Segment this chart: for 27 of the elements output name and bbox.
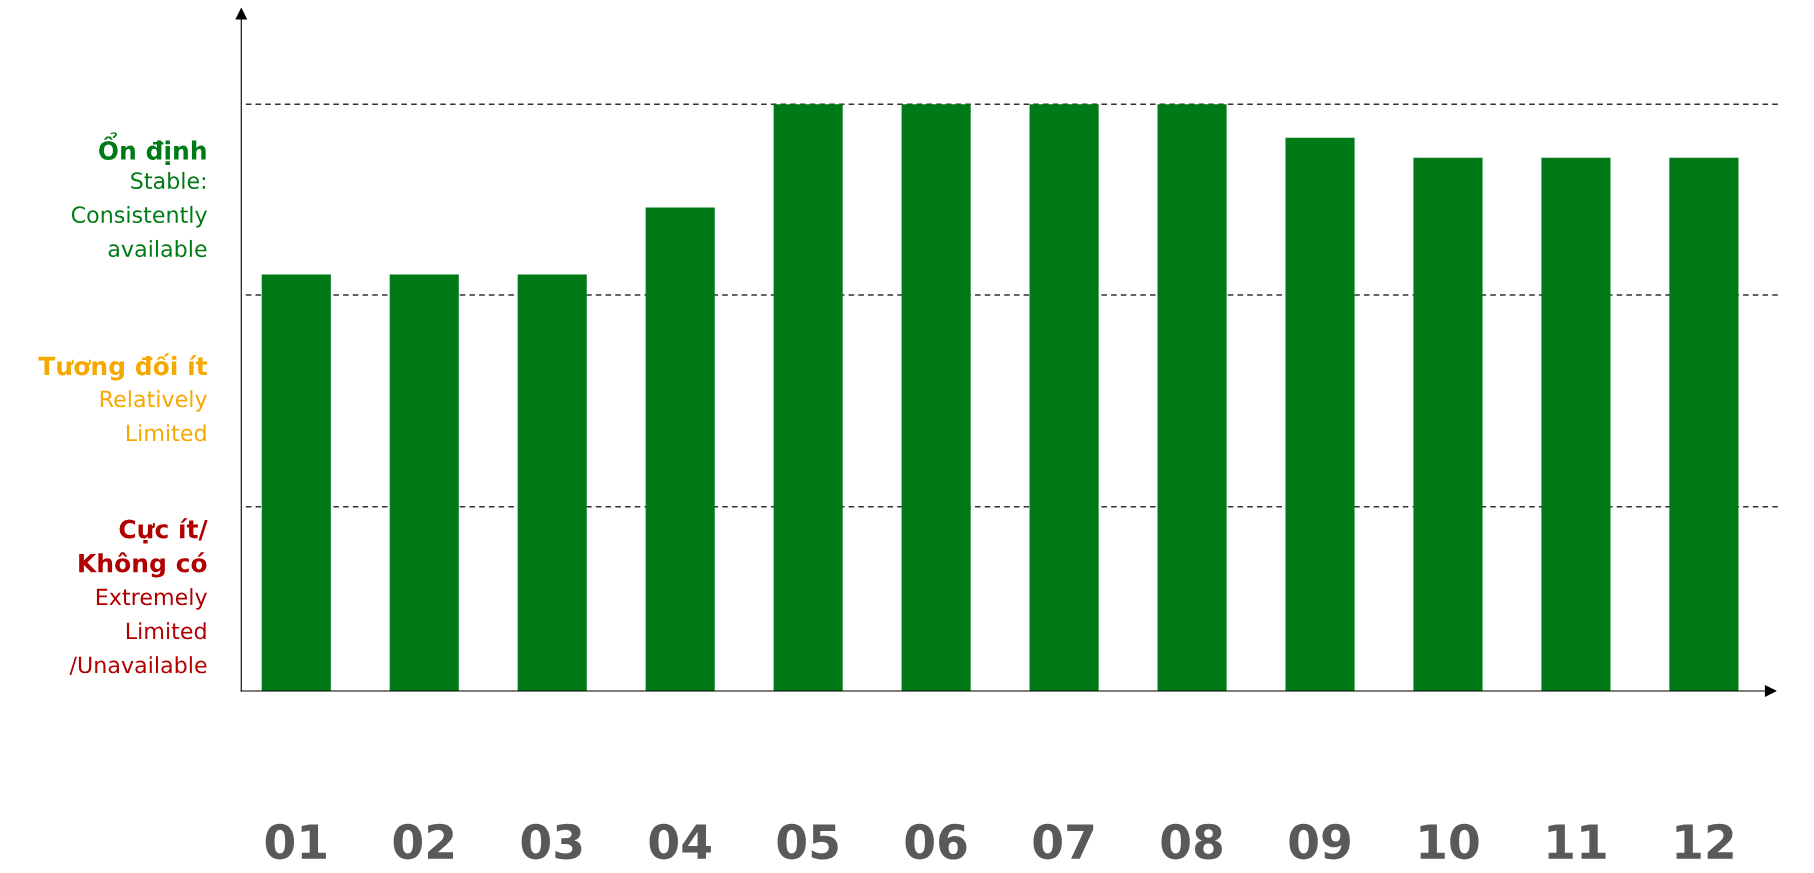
bar bbox=[1413, 157, 1483, 691]
x-tick-label: 12 bbox=[1676, 823, 1733, 859]
x-tick-label: 07 bbox=[1033, 823, 1094, 860]
x-tick-label: 02 bbox=[393, 823, 454, 860]
text: Tương đối ít Relatively Limited bbox=[38, 353, 208, 442]
bar bbox=[1285, 137, 1355, 691]
bar bbox=[773, 104, 843, 691]
bar bbox=[517, 274, 587, 691]
x-tick-label: 09 bbox=[1289, 823, 1350, 860]
bar bbox=[389, 274, 459, 691]
x-tick-label: 01 bbox=[265, 823, 326, 860]
x-tick-label: 04 bbox=[649, 823, 711, 860]
x-tick-label: 08 bbox=[1161, 823, 1222, 860]
x-tick-label: 10 bbox=[1420, 823, 1479, 860]
x-tick-label: 06 bbox=[905, 823, 967, 860]
x-tick-label: 03 bbox=[521, 823, 582, 860]
bar bbox=[1669, 157, 1739, 691]
bar bbox=[1541, 157, 1611, 691]
x-tick-label: 11 bbox=[1548, 824, 1606, 859]
bar bbox=[645, 207, 715, 691]
bar bbox=[1029, 104, 1099, 691]
bar bbox=[261, 274, 331, 691]
x-tick-label: 05 bbox=[777, 823, 838, 860]
bar bbox=[1157, 104, 1227, 691]
bar bbox=[901, 104, 971, 691]
text: Cực ít/ Không có Extremely Limited /Unavailable bbox=[69, 518, 208, 676]
text: Ổn định Stable: Consistently available bbox=[71, 132, 207, 258]
